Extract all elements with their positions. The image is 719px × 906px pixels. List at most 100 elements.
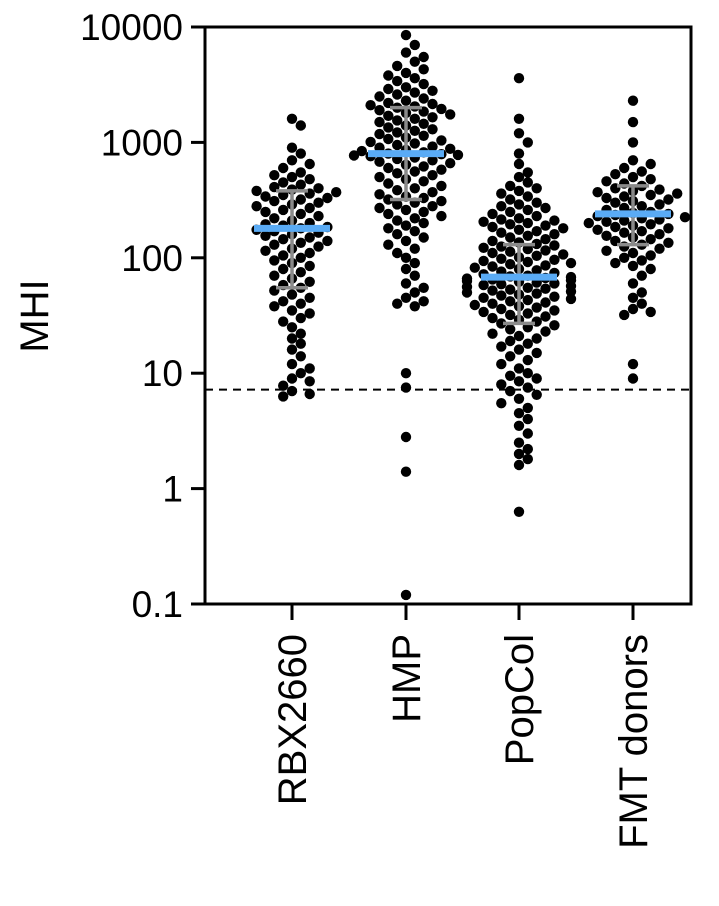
- data-point: [505, 370, 516, 381]
- data-point: [663, 223, 674, 234]
- data-point: [392, 229, 403, 240]
- data-point: [383, 122, 394, 133]
- data-point: [295, 298, 306, 309]
- data-point: [627, 247, 639, 259]
- data-point: [260, 245, 271, 256]
- data-point: [645, 158, 656, 170]
- data-point: [487, 261, 498, 272]
- data-point: [322, 235, 333, 247]
- data-point: [295, 120, 306, 131]
- data-point: [295, 148, 306, 159]
- data-point: [478, 306, 489, 318]
- data-point: [418, 161, 429, 172]
- data-point: [304, 276, 315, 287]
- data-point: [400, 220, 412, 231]
- data-point: [496, 253, 507, 264]
- data-point: [478, 255, 489, 267]
- data-point: [513, 393, 525, 404]
- data-point: [418, 217, 429, 229]
- data-point: [513, 363, 525, 374]
- data-point: [549, 291, 560, 302]
- data-point: [522, 294, 533, 306]
- data-point: [522, 217, 533, 229]
- data-point: [409, 213, 420, 224]
- data-point: [619, 162, 630, 174]
- y-tick-label: 10000: [80, 7, 183, 48]
- data-point: [522, 453, 533, 465]
- data-point: [322, 192, 333, 204]
- data-point: [531, 197, 542, 208]
- data-point: [496, 227, 507, 238]
- data-point: [513, 158, 525, 170]
- data-point: [522, 256, 533, 268]
- data-point: [627, 292, 639, 303]
- data-point: [522, 354, 533, 366]
- data-point: [260, 230, 271, 241]
- data-point: [645, 250, 656, 261]
- data-point: [487, 285, 498, 296]
- data-point: [627, 260, 639, 272]
- data-point: [409, 270, 420, 281]
- data-point: [531, 183, 542, 194]
- data-point: [400, 252, 412, 263]
- data-point: [505, 324, 516, 335]
- data-point: [392, 185, 403, 196]
- data-point: [505, 180, 516, 192]
- data-point: [522, 402, 533, 414]
- data-point: [549, 240, 560, 251]
- data-point: [400, 47, 412, 58]
- data-point: [409, 73, 420, 84]
- data-point: [558, 223, 569, 234]
- data-point: [531, 347, 542, 359]
- data-point: [663, 237, 674, 248]
- data-point: [260, 206, 271, 218]
- data-point: [286, 385, 298, 397]
- data-point: [409, 287, 420, 298]
- data-point: [400, 95, 412, 106]
- data-point: [295, 237, 306, 248]
- data-point: [513, 459, 525, 471]
- data-point: [383, 83, 394, 95]
- y-tick-label: 0.1: [132, 584, 183, 625]
- data-point: [304, 260, 315, 272]
- data-point: [496, 303, 507, 315]
- data-point: [418, 78, 429, 90]
- data-point: [409, 243, 420, 254]
- data-point: [627, 95, 639, 106]
- data-point: [513, 420, 525, 431]
- data-point: [445, 143, 456, 154]
- data-point: [418, 232, 429, 243]
- y-tick-label: 1: [162, 469, 183, 510]
- data-point: [478, 242, 489, 253]
- data-point: [374, 189, 385, 200]
- data-point: [505, 335, 516, 347]
- data-point: [505, 194, 516, 205]
- data-point: [540, 260, 551, 271]
- data-point: [286, 373, 298, 384]
- data-point: [383, 239, 394, 250]
- data-point: [513, 408, 525, 419]
- data-point: [540, 245, 551, 256]
- data-point: [627, 116, 639, 128]
- data-point: [636, 166, 647, 177]
- data-point: [374, 91, 385, 102]
- data-point: [295, 351, 306, 362]
- data-point: [409, 138, 420, 149]
- data-point: [383, 178, 394, 189]
- x-category-label: RBX2660: [271, 634, 315, 805]
- data-point: [496, 214, 507, 225]
- data-point: [286, 113, 298, 125]
- data-point: [445, 158, 456, 169]
- data-point: [436, 210, 447, 222]
- data-point: [531, 238, 542, 250]
- data-point: [496, 358, 507, 370]
- x-category-label: PopCol: [498, 634, 542, 765]
- data-point: [409, 113, 420, 125]
- data-point: [496, 290, 507, 301]
- y-axis-title: MHI: [13, 279, 57, 352]
- data-point: [374, 116, 385, 128]
- data-point: [269, 195, 280, 207]
- data-point: [295, 312, 306, 324]
- data-point: [487, 247, 498, 259]
